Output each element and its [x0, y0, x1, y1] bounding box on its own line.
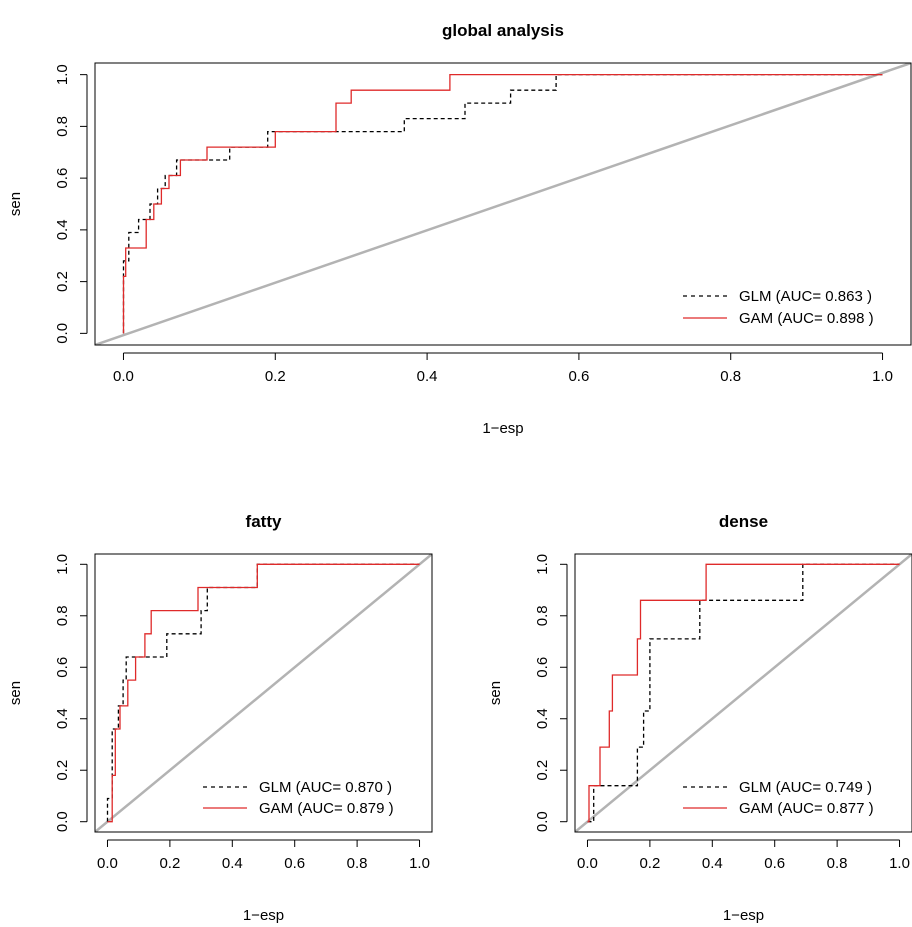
x-axis-label: 1−esp [243, 907, 284, 924]
series-line-gam [107, 563, 420, 823]
chart-panel-0: global analysis 0.0 0.2 0.4 0.6 0.8 1.0 1−esp 0.… [7, 21, 912, 437]
series-line-glm [587, 563, 900, 823]
y-tick-label: 0.4 [54, 708, 71, 729]
y-tick-label: 0.0 [534, 811, 551, 832]
y-tick-label: 0.2 [534, 760, 551, 781]
x-tick-label: 0.2 [159, 855, 180, 872]
legend: GLM (AUC= 0.870 ) GAM (AUC= 0.879 ) [203, 779, 394, 817]
legend-label-gam: GAM (AUC= 0.879 ) [259, 800, 394, 817]
y-axis-label: sen [7, 192, 24, 216]
chart-panel-1: fatty 0.0 0.2 0.4 0.6 0.8 1.0 1−esp 0.0 0.2 0.4 0.6… [7, 512, 433, 924]
y-tick-label: 0.4 [54, 219, 71, 240]
legend-label-glm: GLM (AUC= 0.870 ) [259, 779, 392, 796]
x-axis-label: 1−esp [482, 420, 523, 437]
y-tick-label: 0.6 [534, 657, 551, 678]
legend-label-glm: GLM (AUC= 0.863 ) [739, 288, 872, 305]
legend-label-gam: GAM (AUC= 0.877 ) [739, 800, 874, 817]
chart-panel-2: dense 0.0 0.2 0.4 0.6 0.8 1.0 1−esp 0.0 0.2 0.4 0.6… [487, 512, 912, 924]
x-tick-label: 0.6 [764, 855, 785, 872]
x-tick-label: 0.8 [720, 368, 741, 385]
chart-title: dense [719, 512, 768, 531]
x-tick-label: 1.0 [409, 855, 430, 872]
y-tick-label: 1.0 [534, 554, 551, 575]
y-tick-label: 0.6 [54, 657, 71, 678]
legend-label-gam: GAM (AUC= 0.898 ) [739, 310, 874, 327]
chart-title: fatty [246, 512, 282, 531]
y-tick-label: 0.0 [54, 323, 71, 344]
x-tick-label: 0.0 [113, 368, 134, 385]
x-tick-label: 0.2 [639, 855, 660, 872]
y-tick-label: 0.0 [54, 811, 71, 832]
legend: GLM (AUC= 0.749 ) GAM (AUC= 0.877 ) [683, 779, 874, 817]
y-tick-label: 0.8 [54, 605, 71, 626]
x-tick-label: 0.6 [284, 855, 305, 872]
x-axis-label: 1−esp [723, 907, 764, 924]
y-tick-label: 0.6 [54, 168, 71, 189]
y-tick-label: 0.4 [534, 708, 551, 729]
y-tick-label: 0.8 [534, 605, 551, 626]
x-tick-label: 1.0 [872, 368, 893, 385]
plot-frame [574, 553, 912, 833]
series-line-gam [122, 73, 883, 334]
x-tick-label: 0.0 [577, 855, 598, 872]
x-tick-label: 0.8 [347, 855, 368, 872]
diagonal-reference-line [95, 554, 432, 832]
x-tick-label: 0.6 [568, 368, 589, 385]
y-tick-label: 0.2 [54, 760, 71, 781]
legend-label-glm: GLM (AUC= 0.749 ) [739, 779, 872, 796]
x-tick-label: 0.0 [97, 855, 118, 872]
series-line-gam [587, 563, 900, 823]
y-axis-label: sen [487, 681, 504, 705]
plot-frame [94, 62, 912, 346]
legend: GLM (AUC= 0.863 ) GAM (AUC= 0.898 ) [683, 288, 874, 327]
x-tick-label: 0.4 [702, 855, 723, 872]
y-tick-label: 1.0 [54, 554, 71, 575]
y-tick-label: 0.2 [54, 271, 71, 292]
x-tick-label: 0.8 [827, 855, 848, 872]
diagonal-reference-line [95, 63, 911, 345]
y-tick-label: 0.8 [54, 116, 71, 137]
x-tick-label: 0.4 [417, 368, 438, 385]
y-axis-label: sen [7, 681, 24, 705]
y-tick-label: 1.0 [54, 64, 71, 85]
x-tick-label: 0.2 [265, 368, 286, 385]
plot-frame [94, 553, 433, 833]
x-tick-label: 0.4 [222, 855, 243, 872]
x-tick-label: 1.0 [889, 855, 910, 872]
chart-title: global analysis [442, 21, 564, 40]
